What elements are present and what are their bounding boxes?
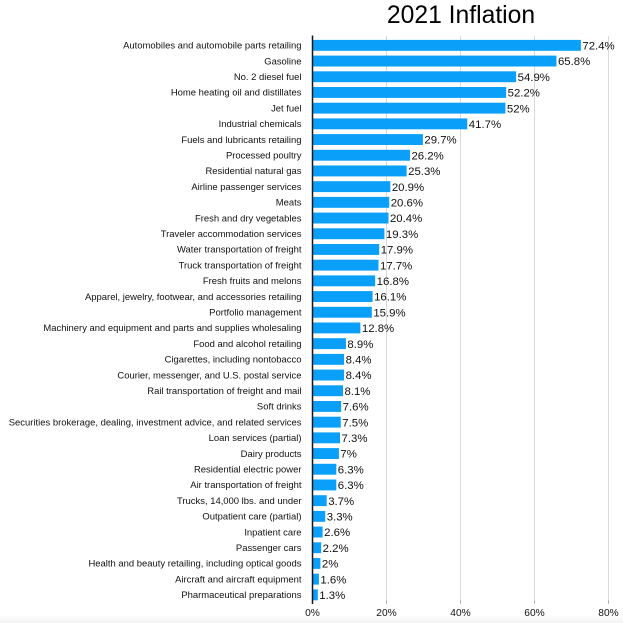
svg-text:8.9%: 8.9% (347, 339, 373, 351)
svg-text:Water transportation of freigh: Water transportation of freight (177, 245, 302, 256)
svg-text:3.3%: 3.3% (327, 511, 353, 523)
svg-text:20.9%: 20.9% (392, 182, 424, 194)
svg-text:17.7%: 17.7% (380, 260, 412, 272)
svg-text:8.1%: 8.1% (344, 386, 370, 398)
svg-text:20.4%: 20.4% (390, 213, 422, 225)
svg-text:Dairy products: Dairy products (241, 449, 302, 460)
svg-text:2.6%: 2.6% (324, 527, 350, 539)
svg-text:Inpatient care: Inpatient care (244, 527, 301, 538)
svg-text:Fresh and dry vegetables: Fresh and dry vegetables (195, 213, 302, 224)
svg-text:Food and alcohol retailing: Food and alcohol retailing (193, 339, 301, 350)
svg-text:Machinery and equipment and pa: Machinery and equipment and parts and su… (43, 323, 301, 334)
svg-text:Cigarettes, including nontobac: Cigarettes, including nontobacco (165, 355, 302, 366)
svg-text:0%: 0% (305, 608, 320, 619)
svg-text:Courier, messenger, and U.S. p: Courier, messenger, and U.S. postal serv… (117, 370, 301, 381)
svg-text:15.9%: 15.9% (373, 307, 405, 319)
svg-text:20%: 20% (376, 608, 396, 619)
svg-text:Loan services (partial): Loan services (partial) (209, 433, 302, 444)
svg-text:19.3%: 19.3% (386, 229, 418, 241)
svg-text:Securities brokerage, dealing,: Securities brokerage, dealing, investmen… (9, 417, 302, 428)
svg-text:Pharmaceutical preparations: Pharmaceutical preparations (181, 590, 301, 601)
svg-text:Trucks, 14,000 lbs. and under: Trucks, 14,000 lbs. and under (177, 496, 302, 507)
svg-text:65.8%: 65.8% (558, 56, 590, 68)
svg-text:52%: 52% (507, 103, 530, 115)
svg-text:Jet fuel: Jet fuel (271, 103, 301, 114)
svg-text:Air transportation of freight: Air transportation of freight (190, 480, 302, 491)
svg-text:2.2%: 2.2% (323, 543, 349, 555)
svg-text:Gasoline: Gasoline (264, 56, 301, 67)
svg-text:Airline passenger services: Airline passenger services (191, 182, 301, 193)
svg-text:7.3%: 7.3% (342, 433, 368, 445)
svg-text:Home heating oil and distillat: Home heating oil and distillates (171, 88, 302, 99)
svg-text:No. 2 diesel fuel: No. 2 diesel fuel (234, 72, 302, 83)
svg-text:2%: 2% (322, 559, 338, 571)
svg-text:40%: 40% (450, 608, 470, 619)
svg-text:Aircraft and aircraft equipmen: Aircraft and aircraft equipment (175, 574, 302, 585)
svg-text:1.3%: 1.3% (319, 590, 345, 602)
svg-text:17.9%: 17.9% (381, 245, 413, 257)
svg-text:52.2%: 52.2% (508, 88, 540, 100)
svg-text:25.3%: 25.3% (408, 166, 440, 178)
svg-text:Truck transportation of freigh: Truck transportation of freight (179, 260, 302, 271)
svg-text:Industrial chemicals: Industrial chemicals (219, 119, 302, 130)
svg-text:Meats: Meats (276, 198, 302, 209)
svg-text:16.1%: 16.1% (374, 292, 406, 304)
svg-text:20.6%: 20.6% (391, 197, 423, 209)
svg-text:Residential electric power: Residential electric power (194, 464, 302, 475)
svg-text:2021 Inflation: 2021 Inflation (387, 2, 535, 29)
svg-text:Portfolio management: Portfolio management (209, 307, 302, 318)
svg-text:8.4%: 8.4% (346, 354, 372, 366)
svg-text:Health and beauty retailing, i: Health and beauty retailing, including o… (88, 559, 301, 570)
svg-text:41.7%: 41.7% (469, 119, 501, 131)
svg-text:Apparel, jewelry, footwear, an: Apparel, jewelry, footwear, and accessor… (85, 292, 301, 303)
svg-text:Fresh fruits and melons: Fresh fruits and melons (203, 276, 302, 287)
svg-text:Fuels and lubricants retailing: Fuels and lubricants retailing (181, 135, 301, 146)
svg-text:60%: 60% (524, 608, 544, 619)
svg-text:8.4%: 8.4% (346, 370, 372, 382)
svg-text:Soft drinks: Soft drinks (257, 402, 302, 413)
svg-text:Outpatient care (partial): Outpatient care (partial) (202, 512, 301, 523)
svg-text:Traveler accommodation service: Traveler accommodation services (161, 229, 302, 240)
svg-text:7.6%: 7.6% (343, 402, 369, 414)
svg-text:Passenger cars: Passenger cars (236, 543, 302, 554)
svg-text:Processed poultry: Processed poultry (226, 150, 302, 161)
svg-text:7%: 7% (340, 449, 356, 461)
svg-text:72.4%: 72.4% (582, 40, 614, 52)
svg-text:6.3%: 6.3% (338, 480, 364, 492)
svg-text:7.5%: 7.5% (342, 417, 368, 429)
svg-text:1.6%: 1.6% (320, 574, 346, 586)
svg-text:80%: 80% (598, 608, 618, 619)
svg-text:6.3%: 6.3% (338, 464, 364, 476)
svg-text:29.7%: 29.7% (424, 135, 456, 147)
svg-text:54.9%: 54.9% (518, 72, 550, 84)
svg-text:Rail transportation of freight: Rail transportation of freight and mail (147, 386, 301, 397)
svg-text:3.7%: 3.7% (328, 496, 354, 508)
svg-text:26.2%: 26.2% (411, 150, 443, 162)
svg-text:16.8%: 16.8% (377, 276, 409, 288)
svg-text:12.8%: 12.8% (362, 323, 394, 335)
svg-text:Residential natural gas: Residential natural gas (205, 166, 301, 177)
svg-text:Automobiles and automobile par: Automobiles and automobile parts retaili… (123, 41, 301, 52)
